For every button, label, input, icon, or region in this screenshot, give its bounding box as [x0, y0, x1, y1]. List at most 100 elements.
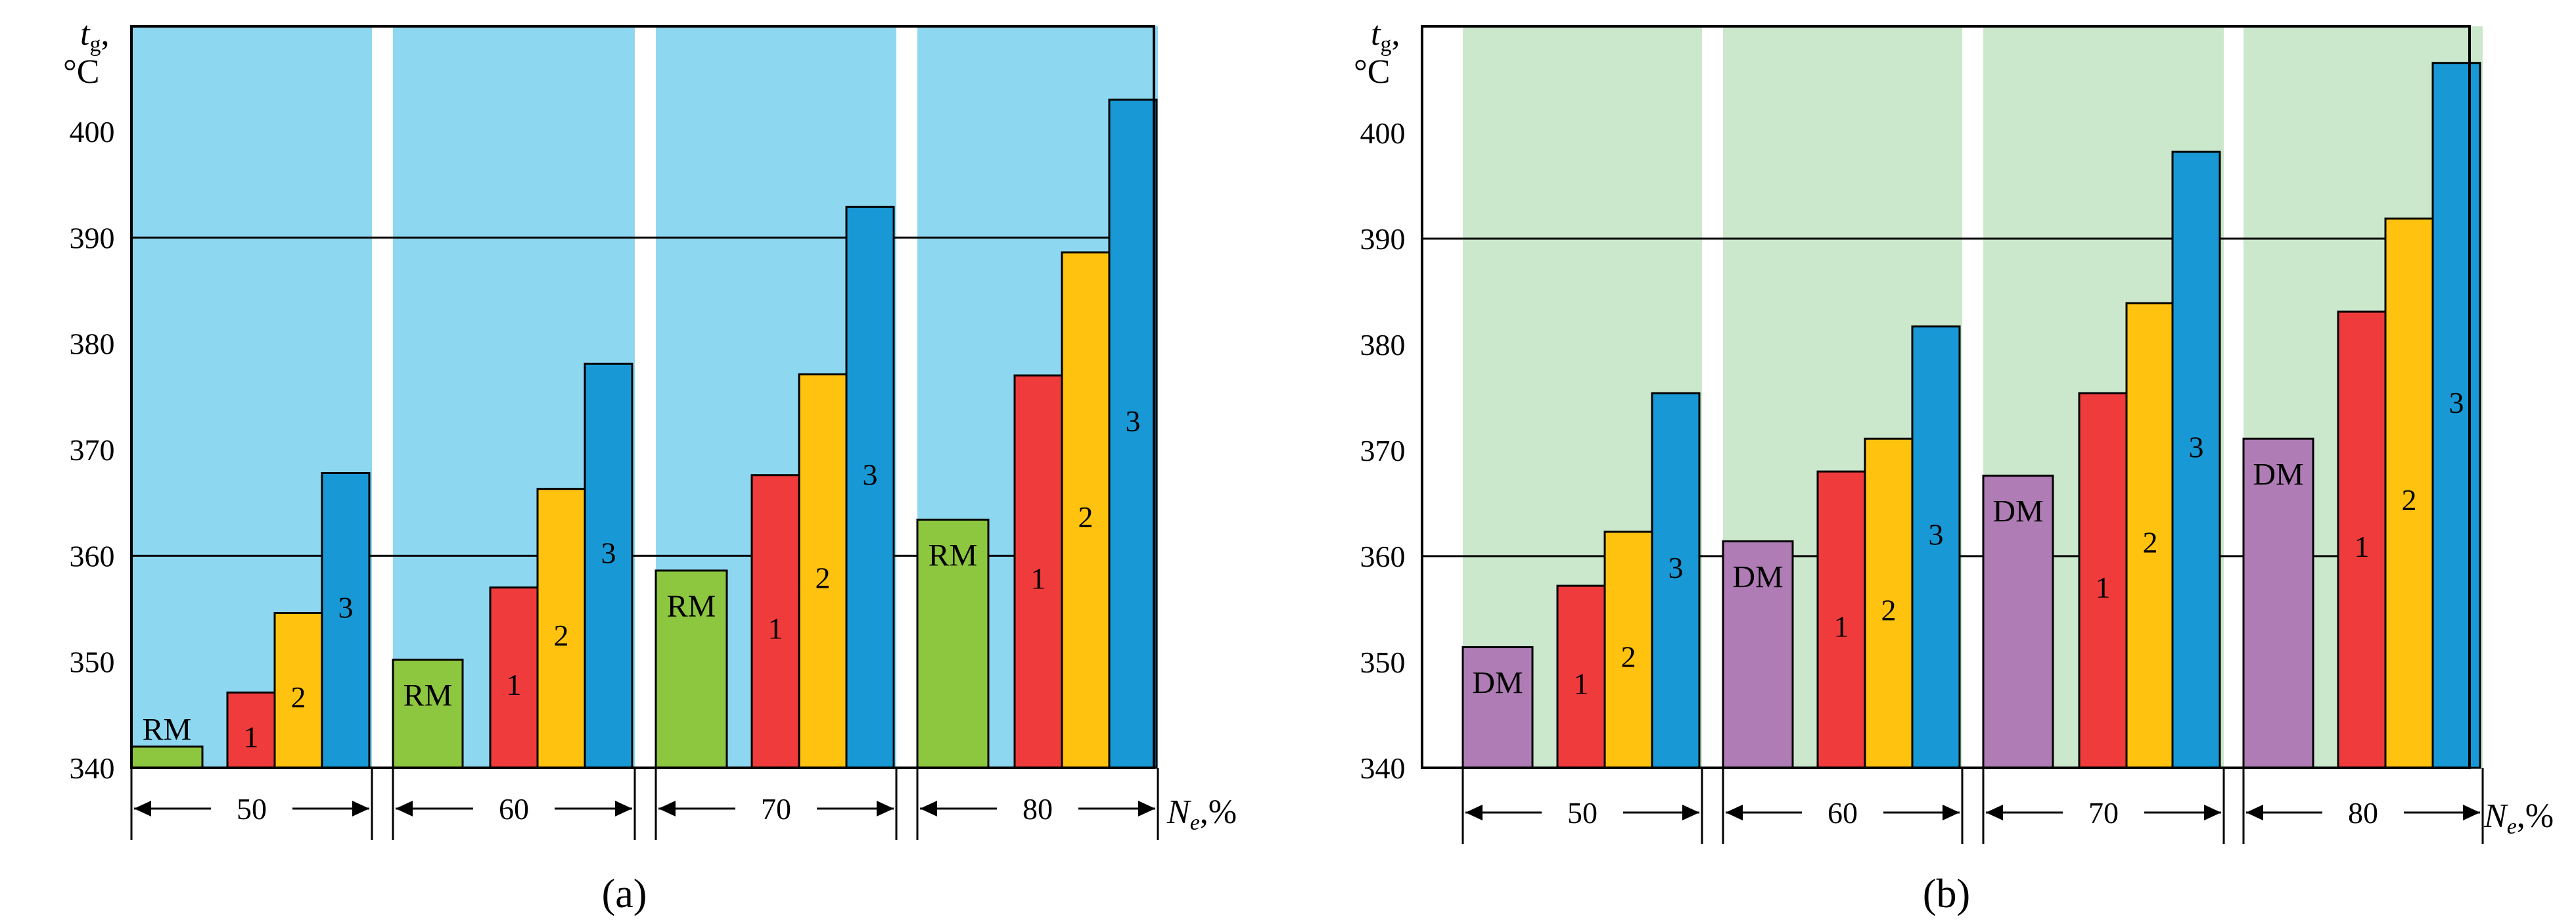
y-tick-label-350: 350 [1360, 646, 1406, 679]
bar-label-2-60: 2 [1881, 594, 1897, 627]
bar-3-80 [1108, 99, 1158, 769]
bar-3-70 [845, 206, 895, 769]
y-ticks-b: 340 350 360 370 380 390 400 [1360, 116, 1406, 785]
bar-label-1-50: 1 [1574, 667, 1589, 701]
category-arrowhead-left-60 [1726, 805, 1743, 820]
y-tick-label-380: 380 [1360, 328, 1406, 362]
bar-RM-60 [392, 658, 464, 769]
plot-frame-a [130, 25, 1155, 769]
bar-label-RM-70: RM [667, 589, 716, 624]
bar-label-DM-80: DM [2253, 457, 2303, 492]
bar-3-80 [2431, 62, 2481, 769]
x-category-label-50: 50 [237, 792, 267, 826]
bar-label-1-80: 1 [1031, 562, 1046, 596]
x-category-markers-a: 50 60 70 80 [130, 768, 1159, 840]
x-axis-label-a: Ne,% [1166, 793, 1237, 835]
bar-DM-50 [1461, 646, 1534, 769]
y-tick-label-380: 380 [70, 327, 115, 361]
bar-3-70 [2171, 151, 2221, 769]
bar-label-1-60: 1 [1834, 610, 1849, 644]
bar-RM-70 [655, 569, 728, 769]
y-tick-label-360: 360 [70, 539, 115, 573]
y-axis-unit-b: °C [1354, 53, 1390, 91]
x-category-label-50: 50 [1567, 796, 1598, 830]
x-axis-label-b: Ne,% [2483, 797, 2554, 839]
bar-DM-80 [2242, 437, 2314, 769]
y-tick-label-400: 400 [1360, 116, 1406, 150]
category-arrowhead-left-50 [1465, 805, 1483, 820]
y-tick-label-370: 370 [1360, 434, 1406, 467]
bar-label-2-60: 2 [554, 619, 569, 652]
bar-label-2-50: 2 [291, 680, 306, 714]
bar-label-RM-80: RM [929, 538, 978, 573]
bar-label-2-70: 2 [2143, 526, 2158, 559]
bar-DM-70 [1982, 475, 2054, 769]
bar-3-60 [584, 362, 633, 769]
bar-label-3-80: 3 [1126, 404, 1141, 438]
category-arrowhead-right-50 [352, 801, 369, 816]
x-category-label-80: 80 [1023, 792, 1053, 826]
bar-label-DM-70: DM [1992, 494, 2043, 529]
y-axis-label-b: tg, [1371, 15, 1400, 57]
bar-label-DM-60: DM [1732, 559, 1783, 594]
category-arrowhead-right-60 [1943, 805, 1960, 820]
panel-label-b: (b) [1923, 872, 1970, 916]
bar-RM-80 [916, 518, 990, 769]
y-tick-label-370: 370 [70, 433, 115, 467]
bar-label-1-80: 1 [2355, 530, 2370, 563]
category-arrowhead-right-70 [877, 801, 894, 816]
category-arrowhead-right-60 [615, 801, 632, 816]
y-tick-label-340: 340 [70, 751, 115, 785]
y-tick-label-390: 390 [1360, 222, 1406, 256]
y-tick-label-350: 350 [70, 646, 115, 679]
bar-label-RM-50: RM [143, 713, 192, 747]
bars-b [1461, 62, 2481, 769]
x-category-markers-b: 50 60 70 80 [1461, 768, 2484, 844]
bars-a [130, 99, 1158, 769]
bar-2-70 [798, 373, 848, 769]
x-category-label-60: 60 [499, 792, 529, 826]
category-arrowhead-right-80 [2463, 805, 2480, 820]
bar-label-RM-60: RM [403, 678, 453, 713]
y-tick-label-390: 390 [70, 221, 115, 254]
y-ticks-a: 340 350 360 370 380 390 400 [70, 115, 115, 785]
category-arrowhead-right-50 [1682, 805, 1699, 820]
bar-label-1-60: 1 [507, 668, 522, 701]
bar-1-80 [1013, 374, 1063, 769]
bar-label-3-60: 3 [1929, 517, 1944, 551]
bar-label-3-70: 3 [2189, 430, 2204, 463]
bar-label-1-70: 1 [2096, 571, 2111, 604]
bar-1-70 [750, 474, 800, 769]
x-category-label-70: 70 [761, 792, 791, 826]
category-arrowhead-left-80 [920, 801, 937, 816]
category-arrowhead-right-80 [1138, 801, 1155, 816]
bar-label-3-50: 3 [338, 591, 354, 625]
bar-label-3-50: 3 [1668, 551, 1684, 584]
y-tick-label-400: 400 [70, 115, 115, 149]
category-arrowhead-right-70 [2204, 805, 2221, 820]
x-category-label-80: 80 [2348, 796, 2378, 830]
y-axis-label-a: tg, [80, 15, 109, 57]
bar-label-3-80: 3 [2449, 386, 2464, 419]
y-tick-label-360: 360 [1360, 540, 1406, 573]
category-arrowhead-left-50 [134, 801, 151, 816]
bar-3-50 [321, 471, 371, 769]
bar-label-3-60: 3 [601, 536, 616, 570]
bar-label-2-80: 2 [2402, 483, 2417, 517]
bar-label-3-70: 3 [863, 458, 878, 491]
bar-label-2-70: 2 [816, 561, 831, 595]
bar-RM-50 [130, 745, 204, 769]
bar-label-DM-50: DM [1472, 665, 1523, 700]
bar-1-60 [489, 586, 539, 769]
bar-label-1-70: 1 [768, 611, 783, 645]
y-axis-unit-a: °C [63, 53, 99, 91]
bar-2-50 [273, 611, 323, 769]
category-arrowhead-left-60 [396, 801, 413, 816]
category-arrowhead-left-70 [658, 801, 676, 816]
plot-frame-b [1421, 25, 2471, 769]
